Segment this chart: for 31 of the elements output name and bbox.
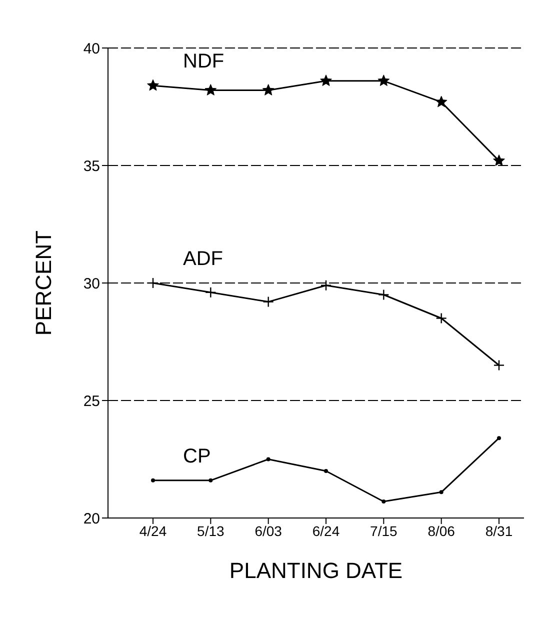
point [497, 436, 501, 440]
point [382, 500, 386, 504]
x-tick-label: 8/31 [485, 522, 513, 539]
point [204, 84, 217, 96]
point [435, 96, 448, 108]
point [266, 457, 270, 462]
point [151, 478, 155, 482]
point [439, 490, 444, 494]
point [378, 74, 390, 86]
y-tick-label: 20 [83, 510, 100, 528]
y-tick-label: 25 [83, 392, 100, 410]
point [324, 469, 328, 473]
point [208, 478, 213, 482]
y-tick-label: 35 [83, 158, 100, 175]
x-tick-label: 5/13 [197, 522, 225, 539]
y-tick-label: 30 [83, 275, 100, 292]
x-axis-title: PLANTING DATE [229, 558, 403, 583]
series-label: ADF [183, 248, 223, 270]
x-tick-label: 8/06 [428, 522, 456, 539]
x-tick-label: 6/03 [254, 522, 282, 539]
x-tick-label: 7/15 [370, 522, 398, 539]
point [493, 154, 505, 166]
y-tick-label: 40 [83, 40, 100, 58]
point [147, 79, 159, 91]
x-tick-label: 6/24 [312, 522, 340, 539]
series-label: NDF [183, 50, 224, 73]
x-tick-label: 4/24 [139, 522, 167, 539]
y-axis-title: PERCENT [30, 230, 56, 336]
series-label: CP [183, 445, 211, 468]
point [320, 74, 332, 86]
point [262, 84, 274, 96]
